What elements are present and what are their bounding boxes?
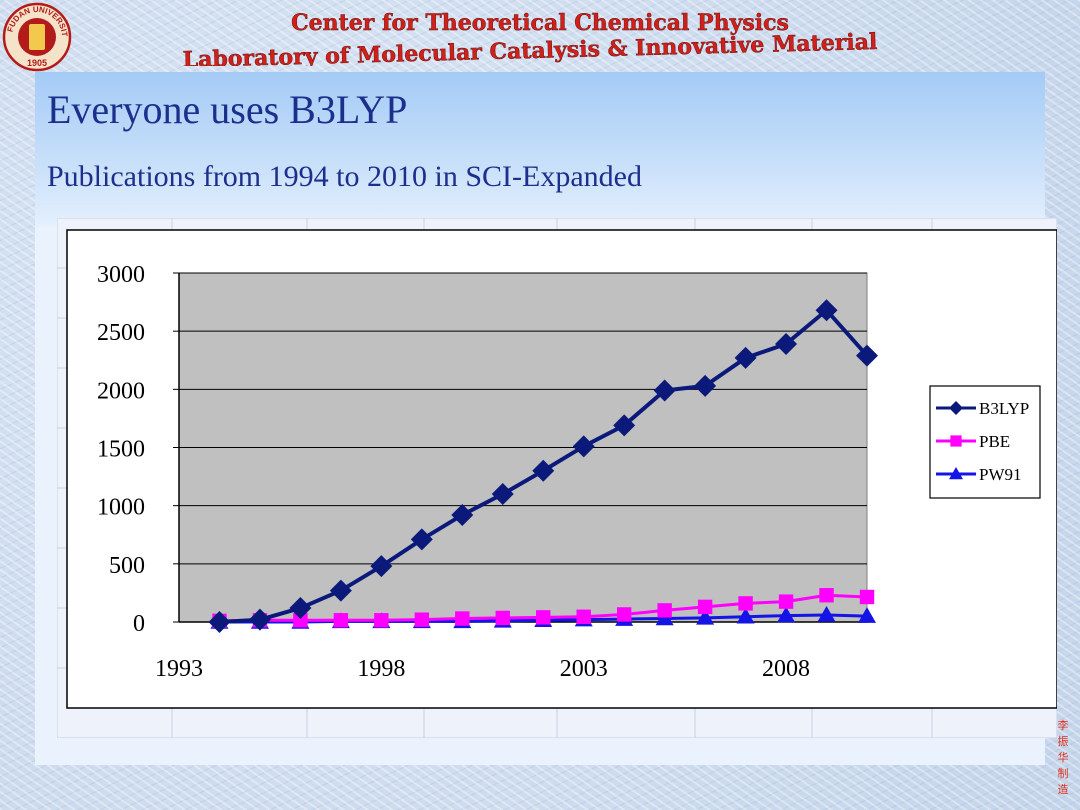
author-signature: 李 振 华 制 造	[1052, 718, 1074, 808]
legend-label: PW91	[979, 465, 1022, 484]
data-point	[817, 606, 836, 622]
x-tick-label: 2008	[762, 656, 810, 682]
x-tick-label: 1998	[357, 656, 405, 682]
data-point	[374, 613, 389, 628]
data-point	[613, 414, 636, 437]
y-tick-label: 2000	[97, 378, 145, 404]
data-point	[859, 589, 875, 605]
data-point	[576, 609, 591, 624]
data-point	[858, 607, 876, 623]
signature-char: 振	[1057, 735, 1069, 748]
y-tick-label: 3000	[97, 262, 145, 288]
legend-label: PBE	[979, 432, 1010, 451]
data-point	[289, 597, 312, 620]
data-point	[819, 588, 834, 603]
data-point	[736, 607, 755, 624]
publications-chart: 0 500 1000 1500 2000 2500 3000 1993 1998 2003 2008…	[56, 217, 1058, 739]
data-point	[410, 528, 433, 551]
y-tick-label: 0	[133, 611, 145, 637]
data-point	[815, 299, 838, 322]
data-point	[697, 599, 713, 615]
data-point	[491, 483, 514, 506]
data-point	[536, 610, 551, 625]
data-point	[572, 435, 595, 458]
y-tick-label: 1500	[97, 437, 145, 463]
signature-char: 制	[1057, 767, 1069, 780]
signature-char: 李	[1057, 719, 1069, 732]
y-tick-label: 2500	[97, 320, 145, 346]
y-tick-label: 500	[109, 553, 145, 579]
data-point	[694, 374, 717, 397]
data-point	[616, 607, 632, 622]
data-point	[532, 459, 555, 482]
signature-char: 造	[1057, 783, 1069, 796]
data-point	[657, 603, 672, 618]
signature-char: 华	[1057, 751, 1069, 764]
data-point	[451, 503, 474, 526]
legend-marker	[950, 435, 962, 447]
legend-label: B3LYP	[979, 399, 1029, 418]
slide-title: Everyone uses B3LYP	[47, 87, 408, 132]
data-point	[775, 332, 798, 355]
legend-marker	[949, 467, 963, 480]
y-tick-label: 1000	[97, 495, 145, 521]
legend-marker	[949, 401, 963, 415]
data-point	[333, 613, 349, 628]
data-point	[734, 346, 757, 369]
data-point	[329, 579, 352, 602]
data-point	[778, 594, 794, 609]
header-line-1: Center for Theoretical Chemical Physics	[291, 10, 789, 36]
university-logo: FUDAN UNIVERSITY 1905	[0, 0, 72, 72]
data-point	[455, 611, 470, 626]
data-point	[696, 608, 715, 625]
series-b3lyp	[208, 299, 878, 633]
data-point	[414, 612, 430, 627]
data-point	[208, 611, 231, 633]
data-point	[293, 613, 308, 628]
legend-item: PW91	[936, 465, 1022, 484]
data-point	[777, 606, 796, 623]
legend-item: B3LYP	[936, 399, 1029, 418]
data-point	[653, 379, 676, 402]
data-point	[370, 555, 393, 578]
x-tick-label: 2003	[560, 656, 608, 682]
x-tick-label: 1993	[155, 656, 203, 682]
slide-subtitle: Publications from 1994 to 2010 in SCI-Ex…	[47, 160, 642, 193]
data-point	[495, 610, 510, 626]
data-point	[856, 344, 878, 367]
data-point	[248, 608, 271, 631]
logo-year: 1905	[27, 58, 47, 68]
title-band: Everyone uses B3LYP Publications from 19…	[35, 72, 1045, 227]
legend-item: PBE	[936, 432, 1010, 451]
data-point	[738, 596, 753, 611]
lab-header: Center for Theoretical Chemical Physics …	[110, 6, 970, 74]
